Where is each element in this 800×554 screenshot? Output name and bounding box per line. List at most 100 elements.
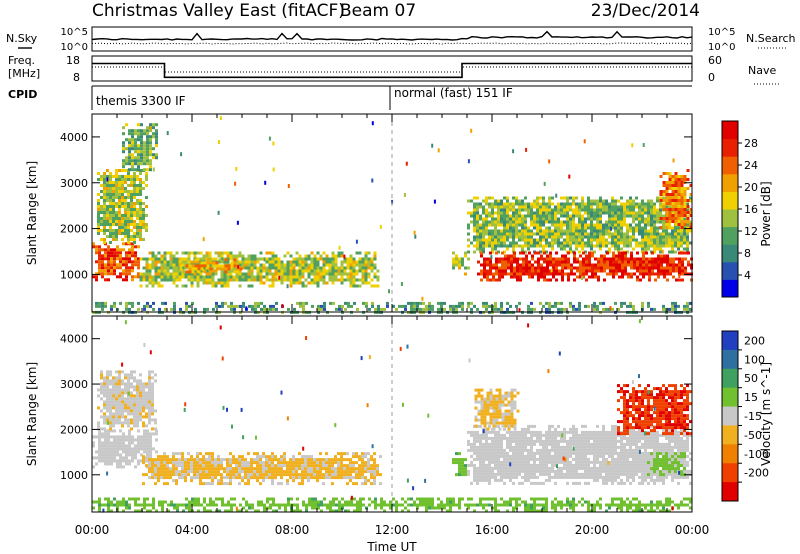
velocity-tick-0: 200 <box>744 334 765 347</box>
velocity-tick-6: -100 <box>744 448 769 461</box>
power-tick-4: 20 <box>744 181 758 194</box>
velocity-ylabel: Slant Range [km] <box>25 362 39 466</box>
cpid-label: CPID <box>8 88 37 101</box>
velocity-tick-1: 100 <box>744 353 765 366</box>
cpid-strip <box>91 85 692 110</box>
velocity-colorbar: 200 100 50 15 -15 -50 -100 -200 <box>721 330 769 502</box>
power-tick-2: 12 <box>744 225 758 238</box>
x-tick-3: 12:00 <box>375 523 410 537</box>
power-tick-1: 8 <box>744 247 751 260</box>
velocity-ytick-2: 3000 <box>60 378 88 391</box>
velocity-tick-7: -200 <box>744 467 769 480</box>
power-tick-5: 24 <box>744 159 758 172</box>
power-ytick-3: 4000 <box>60 131 88 144</box>
power-colorbar: 4 8 12 16 20 24 28 <box>721 120 758 298</box>
power-ytick-1: 2000 <box>60 223 88 236</box>
nsky-high-tick: 10^5 <box>61 27 88 38</box>
nsearch-high-tick: 10^5 <box>708 27 735 38</box>
power-scatter <box>106 116 681 313</box>
velocity-tick-2: 50 <box>744 372 758 385</box>
power-colorbar-label: Power [dB] <box>759 181 773 246</box>
velocity-colorbar-label: Velocity [m s^-1] <box>759 362 773 466</box>
x-tick-1: 04:00 <box>175 523 210 537</box>
velocity-ytick-0: 1000 <box>60 469 88 482</box>
x-tick-2: 08:00 <box>275 523 310 537</box>
power-swatch-3 <box>722 226 738 245</box>
power-region-0 <box>92 242 140 282</box>
nsky-label: N.Sky <box>6 32 38 45</box>
nsearch-line <box>91 42 693 45</box>
velocity-swatch-0 <box>722 331 738 351</box>
velocity-scatter <box>102 319 681 513</box>
nave-label: Nave <box>748 64 776 77</box>
x-tick-6: 00:00 <box>675 523 710 537</box>
velocity-region-2 <box>142 452 382 486</box>
velocity-tick-4: -15 <box>744 410 762 423</box>
velocity-panel: 1000 2000 3000 4000 <box>60 315 693 513</box>
x-tick-0: 00:00 <box>75 523 110 537</box>
nave-line <box>92 66 692 73</box>
velocity-region-5 <box>474 388 520 431</box>
freq-unit: [MHz] <box>8 67 40 80</box>
nsearch-label: N.Search <box>746 32 796 45</box>
power-swatch-9 <box>722 121 738 140</box>
power-swatch-6 <box>722 173 738 192</box>
power-ytick-0: 1000 <box>60 268 88 281</box>
power-ylabel: Slant Range [km] <box>25 161 39 265</box>
x-axis-label: Time UT <box>366 540 417 554</box>
velocity-cells <box>92 319 692 513</box>
freq-low-tick: 8 <box>73 71 80 84</box>
power-swatch-4 <box>722 209 738 228</box>
velocity-region-0 <box>92 429 158 469</box>
velocity-swatch-4 <box>722 406 738 426</box>
velocity-swatch-1 <box>722 349 738 370</box>
freq-label: Freq. <box>8 54 35 67</box>
power-swatch-2 <box>722 244 738 263</box>
power-tick-0: 4 <box>744 269 751 282</box>
power-swatch-1 <box>722 261 738 280</box>
beam-label: Beam 07 <box>340 1 416 21</box>
power-region-1 <box>97 169 148 244</box>
power-region-3 <box>139 251 380 288</box>
power-region-8 <box>659 169 693 229</box>
nsky-line <box>91 30 693 41</box>
nave-low-tick: 0 <box>708 71 715 84</box>
velocity-swatch-5 <box>722 425 738 445</box>
freq-strip <box>91 55 693 82</box>
velocity-region-8 <box>92 497 692 513</box>
cpid-mode-2: normal (fast) 151 IF <box>394 86 513 100</box>
velocity-tick-5: -50 <box>744 429 762 442</box>
nsky-strip <box>91 26 693 52</box>
freq-line <box>92 62 692 79</box>
velocity-swatch-3 <box>722 387 738 408</box>
power-swatch-5 <box>722 191 738 210</box>
velocity-region-6 <box>617 384 692 436</box>
power-swatch-7 <box>722 156 738 175</box>
velocity-ytick-1: 2000 <box>60 423 88 436</box>
nsky-low-tick: 10^0 <box>61 42 88 53</box>
x-tick-5: 20:00 <box>575 523 610 537</box>
power-region-6 <box>467 196 692 254</box>
power-region-4 <box>179 258 243 274</box>
velocity-swatch-2 <box>722 368 738 389</box>
velocity-swatch-7 <box>722 463 738 483</box>
velocity-swatch-6 <box>722 444 738 464</box>
velocity-tick-3: 15 <box>744 391 758 404</box>
power-panel: 1000 2000 3000 4000 <box>60 113 693 314</box>
freq-high-tick: 18 <box>66 54 80 67</box>
velocity-region-3 <box>452 452 467 477</box>
power-tick-6: 28 <box>744 137 758 150</box>
power-tick-3: 16 <box>744 203 758 216</box>
power-region-5 <box>452 251 470 276</box>
plot-title: Christmas Valley East (fitACF) <box>92 1 345 21</box>
velocity-swatch-8 <box>722 482 738 502</box>
velocity-ytick-3: 4000 <box>60 333 88 346</box>
power-swatch-8 <box>722 138 738 157</box>
velocity-region-1 <box>97 370 157 431</box>
power-ytick-2: 3000 <box>60 177 88 190</box>
nsearch-low-tick: 10^0 <box>708 42 735 53</box>
power-swatch-0 <box>722 279 738 298</box>
velocity-region-7 <box>647 452 686 477</box>
cpid-mode-1: themis 3300 IF <box>96 94 186 108</box>
